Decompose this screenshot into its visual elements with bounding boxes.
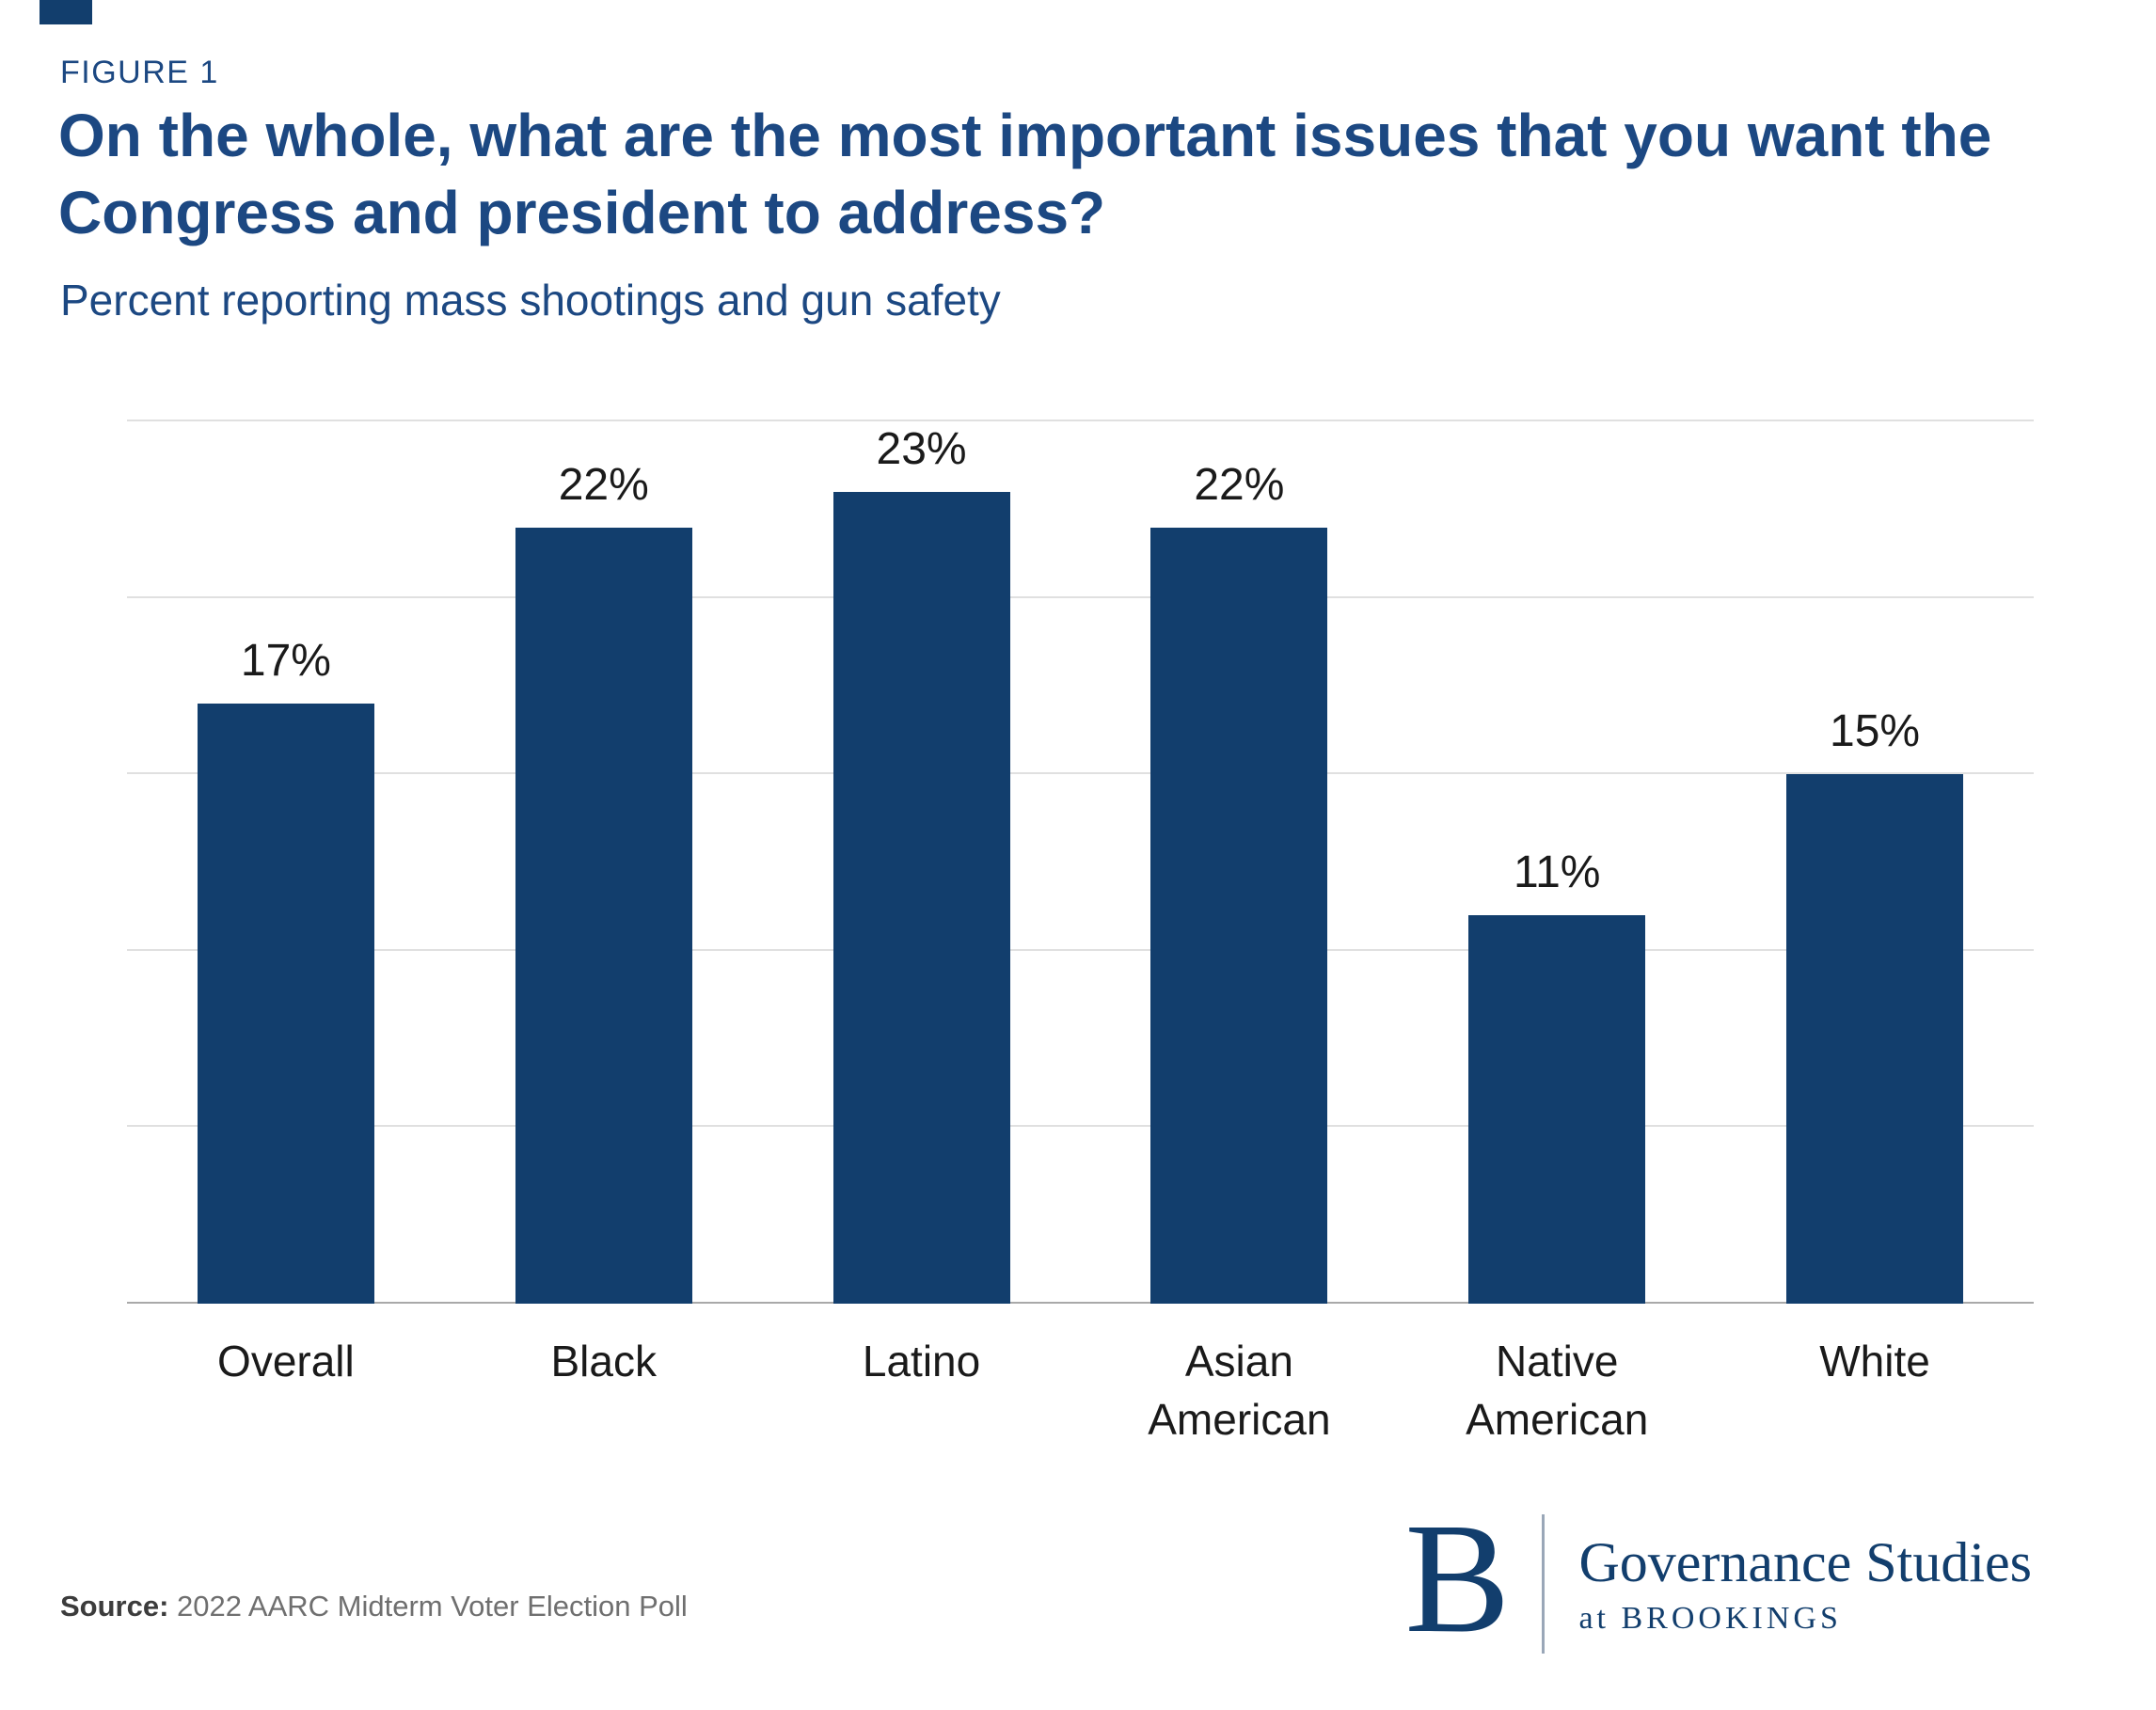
x-axis-label-text: White (1819, 1337, 1930, 1385)
gridline-15 (127, 772, 2034, 775)
logo-subtitle: at BROOKINGS (1578, 1601, 1842, 1636)
chart-title: On the whole, what are the most importan… (58, 102, 1992, 246)
x-axis-label-text: Black (550, 1337, 657, 1385)
logo-text: Governance Studies at BROOKINGS (1578, 1531, 2032, 1637)
bar-value-label: 22% (1194, 459, 1285, 510)
x-axis-label-text: Asian American (1148, 1337, 1331, 1445)
bar-column: 17% (127, 421, 445, 1304)
bar-column: 11% (1398, 421, 1716, 1304)
source-text: 2022 AARC Midterm Voter Election Poll (177, 1590, 688, 1623)
bars-layer: 17% 22% 23% 22% 11% 15% (127, 421, 2034, 1304)
bar-value-label: 11% (1513, 847, 1601, 898)
x-axis-label-text: Overall (217, 1337, 355, 1385)
logo-name: Governance Studies (1578, 1531, 2032, 1593)
x-axis-labels: Overall Black Latino Asian American Native A… (127, 1332, 2034, 1449)
source-note: Source: 2022 AARC Midterm Voter Election… (60, 1590, 688, 1623)
gridline-10 (127, 948, 2034, 951)
bar-overall (197, 704, 374, 1304)
figure-label: FIGURE 1 (60, 55, 219, 90)
bar-latino (832, 492, 1010, 1304)
gridline-20 (127, 595, 2034, 598)
source-label: Source: (60, 1590, 169, 1623)
bar-white (1786, 774, 1964, 1304)
x-axis-label: Asian American (1080, 1332, 1398, 1449)
bar-column: 22% (1080, 421, 1398, 1304)
bar-column: 23% (763, 421, 1081, 1304)
bar-chart: 17% 22% 23% 22% 11% 15% Overall Black Latino Asi… (127, 420, 2034, 1449)
bar-black (515, 527, 692, 1304)
x-axis-label: Overall (127, 1332, 445, 1449)
x-axis-label: Black (445, 1332, 763, 1449)
brookings-b-icon: B (1404, 1491, 1511, 1666)
bar-column: 22% (445, 421, 763, 1304)
accent-mark (40, 0, 92, 24)
bar-asian-american (1150, 527, 1328, 1304)
gridline-25 (127, 420, 2034, 421)
bar-column: 15% (1716, 421, 2034, 1304)
bar-value-label: 23% (876, 424, 967, 475)
bar-native-american (1468, 915, 1646, 1304)
bar-value-label: 17% (240, 636, 331, 687)
x-axis-label: Native American (1398, 1332, 1716, 1449)
plot-area: 17% 22% 23% 22% 11% 15% (127, 420, 2034, 1304)
bar-value-label: 15% (1830, 706, 1921, 757)
x-axis-label-text: Native American (1466, 1337, 1649, 1445)
x-axis-label: White (1716, 1332, 2034, 1449)
x-axis-label: Latino (763, 1332, 1081, 1449)
logo-divider (1542, 1514, 1546, 1654)
gridline-5 (127, 1125, 2034, 1128)
bar-value-label: 22% (558, 459, 649, 510)
chart-subtitle: Percent reporting mass shootings and gun… (60, 276, 1001, 325)
brookings-logo: B Governance Studies at BROOKINGS (1404, 1499, 2032, 1663)
x-axis-label-text: Latino (862, 1337, 981, 1385)
x-axis-line (127, 1302, 2034, 1304)
